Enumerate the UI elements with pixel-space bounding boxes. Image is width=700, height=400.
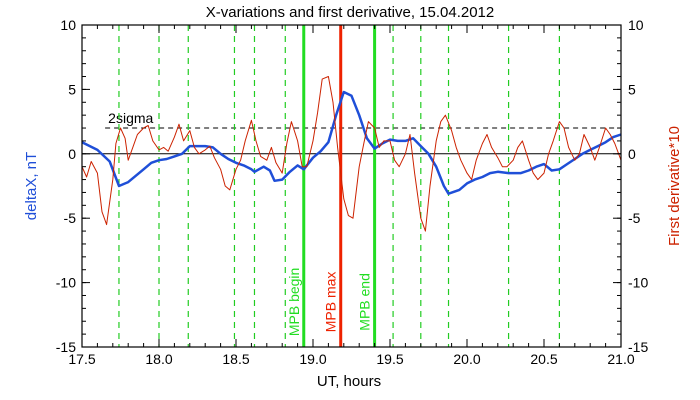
y-axis-left-label: deltaX, nT: [23, 152, 40, 220]
y-tick-label-right: 5: [628, 81, 636, 97]
x-tick-label: 20.0: [453, 351, 480, 367]
x-axis-label: UT, hours: [317, 373, 381, 390]
y-tick-label-right: -5: [628, 210, 641, 226]
plot-area: 2sigma MPB begin MPB max MPB end 17.5 18.0 18.…: [56, 17, 649, 367]
y-tick-label-left: 0: [68, 146, 76, 162]
plot-frame: [81, 24, 622, 348]
y-tick-label-left: -10: [56, 275, 76, 291]
marker-label: MPB end: [357, 273, 373, 331]
x-tick-label: 18.5: [222, 351, 249, 367]
chart-title: X-variations and first derivative, 15.04…: [206, 4, 495, 21]
series-derivative-line: [81, 76, 622, 232]
x-tick-label: 19.5: [376, 351, 403, 367]
x-tick-label: 20.5: [530, 351, 557, 367]
x-tick-label: 17.5: [68, 351, 95, 367]
y-tick-label-left: 5: [68, 81, 76, 97]
y-tick-label-left: -5: [64, 210, 77, 226]
marker-label: MPB max: [323, 272, 339, 333]
series-deltax-line: [81, 90, 622, 195]
y-tick-label-right: 10: [628, 17, 644, 33]
x-tick-label: 18.0: [145, 351, 172, 367]
x-tick-label: 21.0: [607, 351, 634, 367]
y-tick-label-left: -15: [56, 339, 76, 355]
y-axis-right-label: First derivative*10: [666, 126, 683, 246]
y-tick-label-right: -10: [628, 275, 648, 291]
marker-label: MPB begin: [286, 268, 302, 336]
y-tick-label-left: 10: [60, 17, 76, 33]
two-sigma-label: 2sigma: [108, 110, 153, 126]
x-tick-label: 19.0: [299, 351, 326, 367]
y-tick-label-right: -15: [628, 339, 648, 355]
y-tick-label-right: 0: [628, 146, 636, 162]
